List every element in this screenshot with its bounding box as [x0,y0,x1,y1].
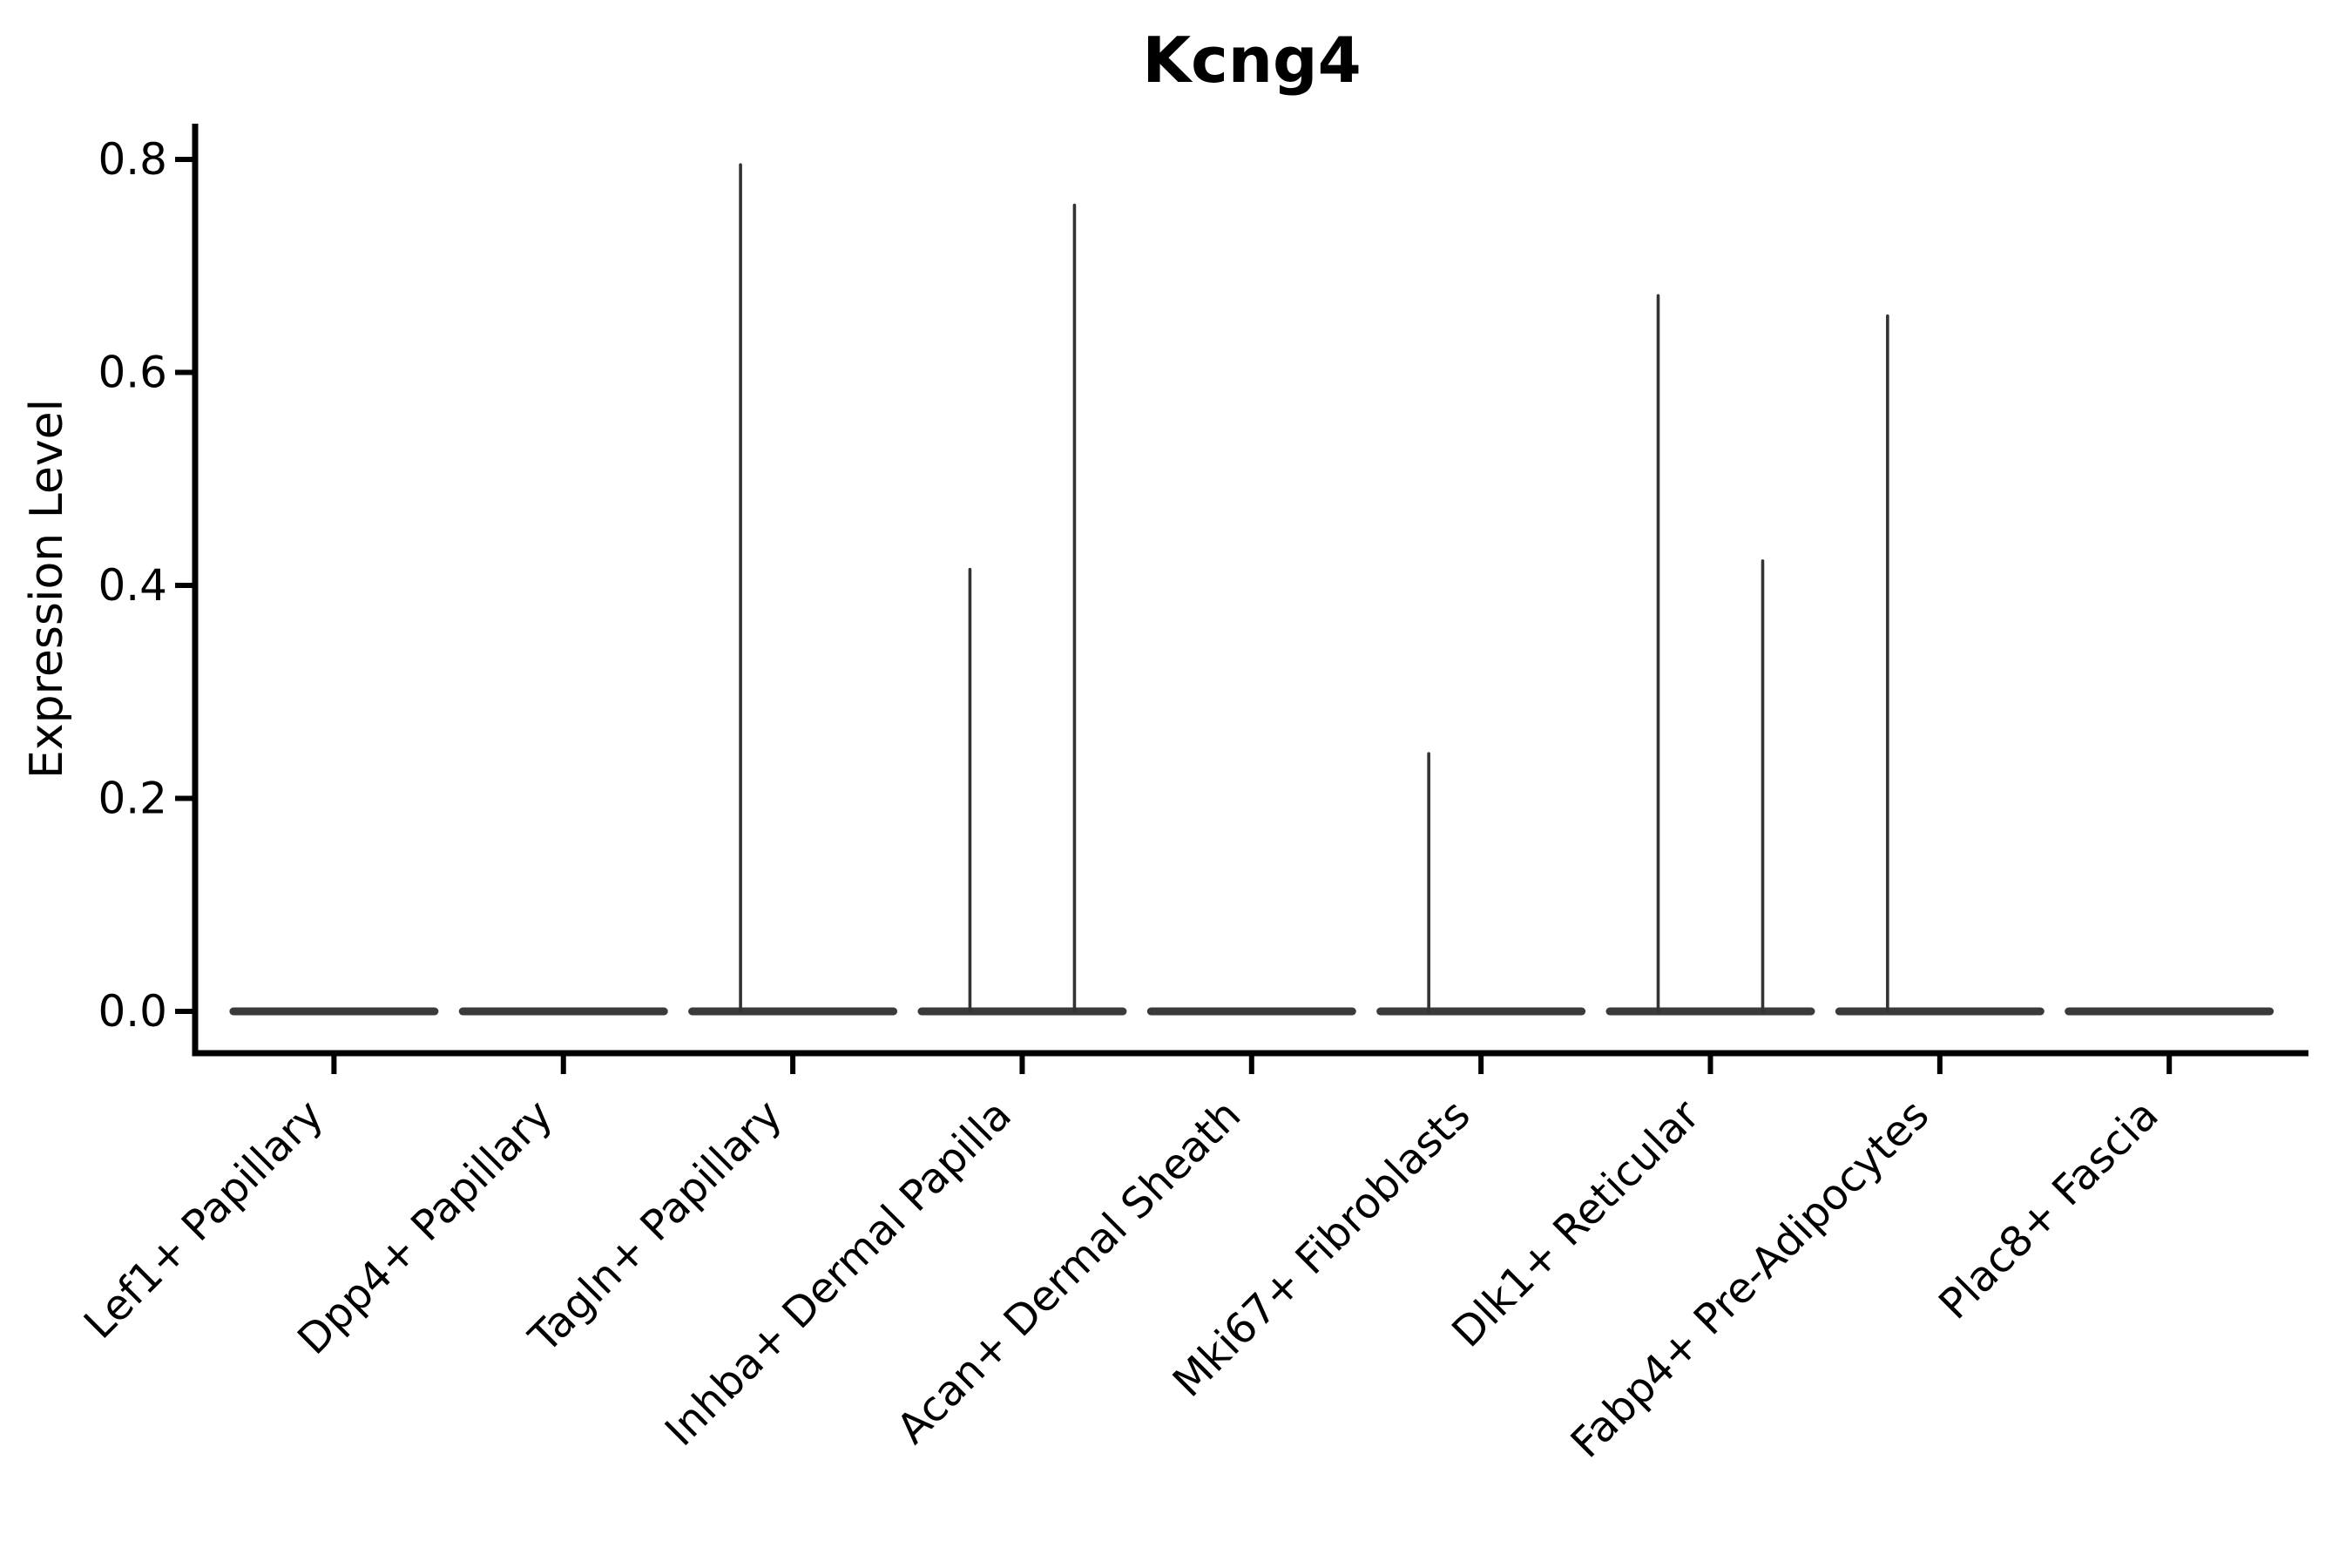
y-tick-label: 0.0 [98,986,167,1037]
violin-body [688,1007,898,1016]
y-tick-label: 0.2 [98,774,167,824]
violin-body [2065,1007,2274,1016]
y-tick-label: 0.4 [98,560,167,611]
chart-title: Kcng4 [1142,24,1362,97]
violin-body [1835,1007,2044,1016]
violin-body [458,1007,668,1016]
violin-body [1146,1007,1356,1016]
x-tick-label: Dlk1+ Reticular [1443,1091,1709,1357]
x-tick-label: Plac8+ Fascia [1930,1091,2168,1329]
violin-body [1376,1007,1586,1016]
violin-body [917,1007,1127,1016]
x-tick-label: Lef1+ Papillary [75,1091,333,1348]
y-tick-label: 0.8 [98,134,167,185]
x-tick-label: Dpp4+ Papillary [288,1091,562,1364]
axis-spines [192,124,2308,1057]
violin-body [229,1007,439,1016]
x-tick-label: Tagln+ Papillary [519,1091,791,1362]
violin-body [1605,1007,1815,1016]
y-tick-label: 0.6 [98,348,167,398]
